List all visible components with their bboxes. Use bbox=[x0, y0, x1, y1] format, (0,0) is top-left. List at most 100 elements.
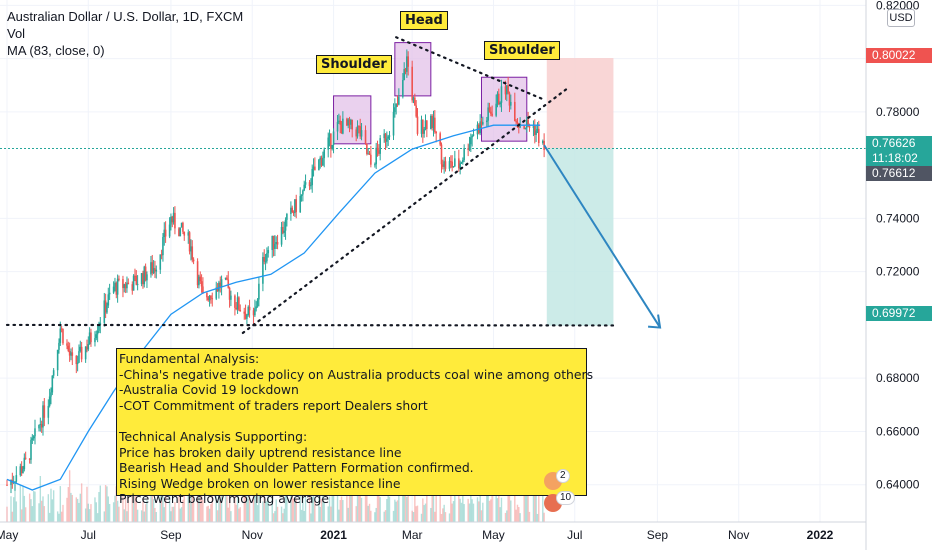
candle-body bbox=[378, 150, 380, 154]
volume-bar bbox=[336, 485, 339, 522]
volume-bar bbox=[99, 485, 101, 522]
candle-body bbox=[487, 107, 489, 121]
candle-body bbox=[471, 135, 473, 138]
volume-bar bbox=[508, 488, 511, 522]
candle-body bbox=[6, 484, 8, 486]
candle-body bbox=[303, 184, 306, 191]
note-line: Rising Wedge broken on lower resistance … bbox=[119, 475, 401, 491]
volume-bar bbox=[127, 495, 129, 522]
legend-ma[interactable]: MA (83, close, 0) bbox=[7, 43, 105, 58]
volume-bar bbox=[304, 490, 307, 522]
candle-body bbox=[319, 157, 322, 160]
candle-body bbox=[295, 199, 298, 213]
candle-body bbox=[290, 207, 292, 215]
volume-bar bbox=[87, 503, 90, 522]
candle-body bbox=[480, 121, 483, 125]
candle-body bbox=[532, 125, 535, 128]
candle-body bbox=[95, 334, 98, 339]
volume-bar bbox=[543, 512, 545, 522]
candle-body bbox=[310, 185, 312, 187]
volume-bar bbox=[308, 487, 311, 522]
candle-body bbox=[94, 338, 96, 343]
volume-bar bbox=[292, 498, 295, 522]
candle-body bbox=[75, 355, 78, 365]
volume-bar bbox=[202, 499, 204, 522]
head-label[interactable]: Head bbox=[400, 11, 448, 30]
volume-bar bbox=[84, 508, 87, 522]
candle-body bbox=[368, 153, 371, 155]
candle-body bbox=[48, 396, 51, 406]
volume-bar bbox=[39, 475, 42, 522]
candle-body bbox=[239, 309, 242, 312]
candle-body bbox=[103, 300, 106, 323]
volume-bar bbox=[507, 495, 509, 522]
candle-body bbox=[87, 344, 90, 350]
volume-bar bbox=[386, 499, 388, 522]
legend-symbol[interactable]: Australian Dollar / U.S. Dollar, 1D, FXC… bbox=[7, 9, 244, 24]
candle-body bbox=[164, 229, 167, 237]
volume-bar bbox=[115, 486, 117, 522]
candle-body bbox=[59, 328, 62, 343]
candle-body bbox=[86, 346, 88, 350]
volume-bar bbox=[420, 513, 423, 522]
candle-body bbox=[434, 117, 436, 132]
volume-bar bbox=[538, 494, 540, 522]
volume-bar bbox=[179, 508, 181, 522]
volume-bar bbox=[263, 492, 265, 522]
volume-bar bbox=[15, 501, 18, 522]
volume-bar bbox=[215, 486, 217, 522]
volume-bar bbox=[160, 497, 163, 522]
candle-body bbox=[395, 103, 397, 108]
candle-body bbox=[244, 313, 247, 319]
trendline-uptrend-support bbox=[241, 86, 570, 335]
current-price-tag: 0.76626 11:18:02 bbox=[866, 136, 932, 166]
candle-body bbox=[488, 107, 491, 112]
volume-bar bbox=[402, 492, 404, 522]
volume-bar bbox=[23, 495, 26, 522]
trendline-head-shoulder-resistance bbox=[395, 36, 543, 100]
candle-body bbox=[246, 314, 248, 319]
volume-bar bbox=[248, 493, 251, 522]
right-shoulder-label[interactable]: Shoulder bbox=[484, 41, 560, 60]
volume-bar bbox=[227, 507, 229, 522]
candle-body bbox=[276, 242, 279, 245]
candles bbox=[6, 49, 545, 494]
volume-bar bbox=[188, 498, 191, 522]
candle-body bbox=[370, 154, 372, 165]
volume-bar bbox=[66, 497, 68, 522]
volume-bar bbox=[411, 510, 413, 522]
left-shoulder-label[interactable]: Shoulder bbox=[316, 55, 392, 74]
volume-bar bbox=[319, 506, 321, 522]
candle-body bbox=[151, 262, 154, 274]
candle-body bbox=[346, 118, 348, 126]
candle-body bbox=[256, 299, 259, 307]
volume-bar bbox=[70, 492, 72, 522]
note-line: Fundamental Analysis: bbox=[119, 351, 260, 366]
volume-bar bbox=[355, 506, 357, 522]
candle-body bbox=[454, 158, 456, 167]
volume-bar bbox=[426, 484, 428, 522]
volume-bar bbox=[146, 500, 148, 522]
analysis-note[interactable]: Fundamental Analysis: -China's negative … bbox=[116, 348, 593, 506]
volume-bar bbox=[424, 503, 427, 522]
candle-body bbox=[322, 158, 324, 166]
arrow-head bbox=[647, 314, 662, 329]
currency-badge[interactable]: USD bbox=[887, 9, 915, 27]
volume-bar bbox=[162, 491, 164, 522]
candle-body bbox=[236, 297, 239, 310]
volume-bar bbox=[271, 484, 273, 522]
candle-body bbox=[294, 199, 296, 214]
legend-volume[interactable]: Vol bbox=[7, 26, 26, 41]
candle-body bbox=[22, 469, 24, 473]
volume-bar bbox=[368, 503, 371, 522]
candle-body bbox=[58, 342, 60, 350]
candle-body bbox=[99, 322, 102, 325]
candle-body bbox=[291, 207, 294, 213]
candle-body bbox=[407, 56, 409, 67]
volume-bar bbox=[135, 495, 137, 522]
volume-bar bbox=[98, 492, 100, 522]
volume-bar bbox=[106, 486, 108, 522]
time-tick-label: 2021 bbox=[320, 528, 347, 542]
candle-body bbox=[68, 351, 71, 356]
candle-body bbox=[470, 137, 472, 145]
